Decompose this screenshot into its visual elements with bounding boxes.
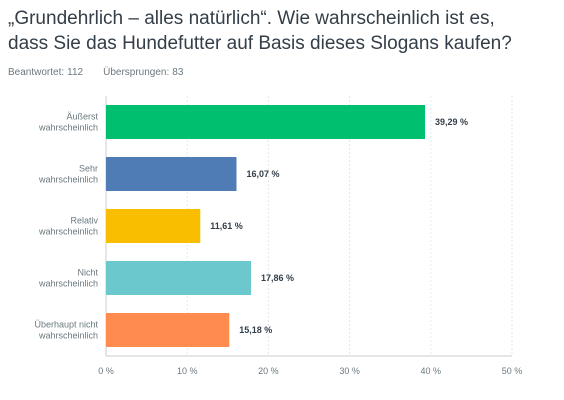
category-label-line: Äußerst <box>66 112 98 122</box>
bar <box>106 209 201 243</box>
x-tick-label: 0 % <box>98 366 114 376</box>
category-label-line: wahrscheinlich <box>38 123 98 133</box>
bar <box>106 261 252 295</box>
skipped-label: Übersprungen: <box>103 67 170 78</box>
value-label: 16,07 % <box>246 169 279 179</box>
category-label: Relativ wahrscheinlich <box>38 216 99 237</box>
value-label: 15,18 % <box>239 325 272 335</box>
category-label: Nicht wahrscheinlich <box>38 268 99 289</box>
category-label-line: wahrscheinlich <box>38 279 98 289</box>
answered-count: Beantwortet: 112 <box>8 67 83 78</box>
category-label-line: Relativ <box>70 216 98 226</box>
category-label: Überhaupt nicht wahrscheinlich <box>34 320 98 341</box>
skipped-value: 83 <box>172 67 184 78</box>
bar <box>106 157 237 191</box>
category-label: Sehr wahrscheinlich <box>38 164 98 185</box>
value-label: 39,29 % <box>435 117 468 127</box>
value-label: 17,86 % <box>261 273 294 283</box>
value-label: 11,61 % <box>210 221 243 231</box>
question-title-line-2: dass Sie das Hundefutter auf Basis diese… <box>8 33 512 54</box>
answered-label: Beantwortet: <box>8 67 65 78</box>
category-label-line: wahrscheinlich <box>38 331 98 341</box>
response-stats: Beantwortet: 112 Übersprungen: 83 <box>8 67 183 78</box>
category-label-line: Sehr <box>79 164 98 174</box>
bar <box>106 313 230 347</box>
question-title: „Grundehrlich – alles natürlich“. Wie wa… <box>8 6 558 56</box>
x-tick-label: 40 % <box>421 366 442 376</box>
x-tick-label: 30 % <box>339 366 360 376</box>
x-tick-label: 20 % <box>258 366 279 376</box>
answered-value: 112 <box>67 67 84 78</box>
category-label-line: Nicht <box>77 268 98 278</box>
category-label: Äußerst wahrscheinlich <box>38 112 99 133</box>
category-label-line: Überhaupt nicht <box>34 320 98 330</box>
category-label-line: wahrscheinlich <box>38 175 98 185</box>
x-tick-label: 10 % <box>177 366 198 376</box>
category-label-line: wahrscheinlich <box>38 227 98 237</box>
question-title-line-1: „Grundehrlich – alles natürlich“. Wie wa… <box>8 8 495 29</box>
bar <box>106 105 426 139</box>
x-tick-label: 50 % <box>502 366 523 376</box>
skipped-count: Übersprungen: 83 <box>103 67 183 78</box>
